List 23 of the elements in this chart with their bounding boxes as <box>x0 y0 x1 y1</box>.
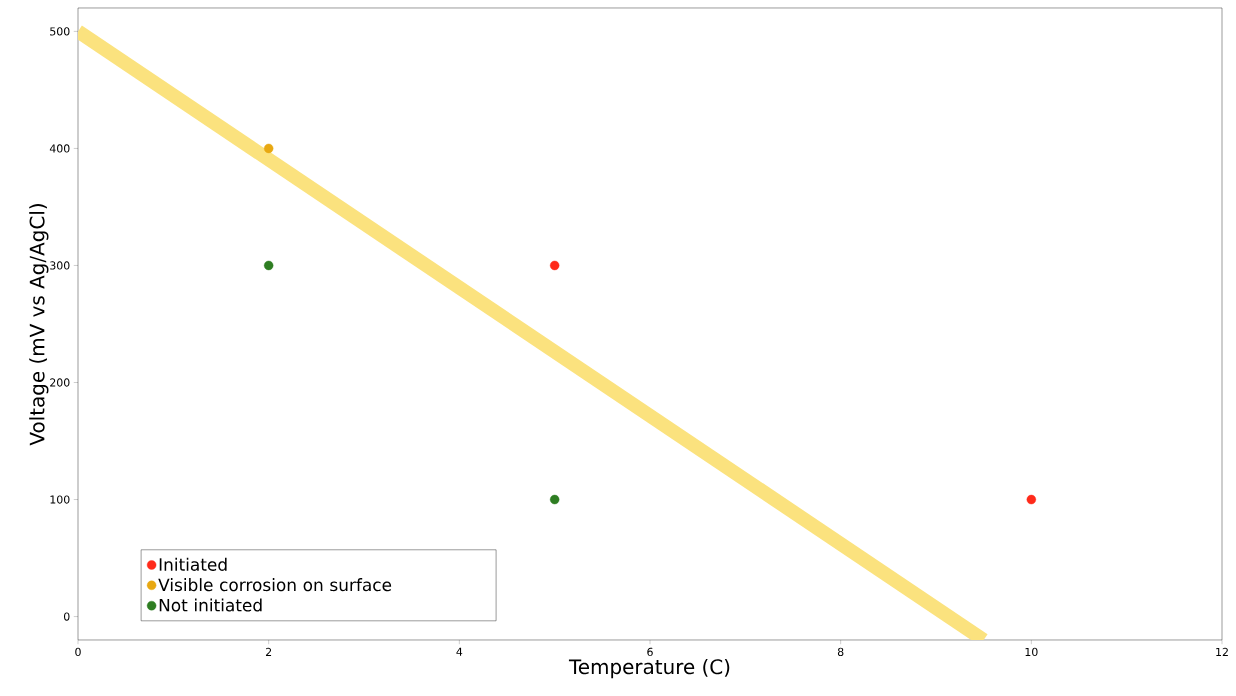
x-tick-label: 4 <box>456 647 463 656</box>
point <box>263 260 274 271</box>
y-tick-label: 0 <box>63 612 70 621</box>
point <box>549 260 560 271</box>
legend-label: Not initiated <box>159 598 262 612</box>
y-tick-label: 400 <box>49 144 70 153</box>
point <box>1026 494 1037 505</box>
x-tick-label: 8 <box>837 647 844 657</box>
x-tick-label: 2 <box>265 647 272 656</box>
point <box>549 494 560 505</box>
y-tick-label: 200 <box>50 378 70 387</box>
y-axis-title: Voltage (mV vs Ag/AgCl) <box>29 204 49 446</box>
x-tick-label: 6 <box>647 647 653 657</box>
point <box>263 143 274 154</box>
y-tick-label: 300 <box>50 261 70 270</box>
x-tick-label: 10 <box>1025 647 1038 657</box>
x-tick-label: 0 <box>75 647 81 657</box>
y-tick-label: 100 <box>50 495 70 504</box>
legend-label: Visible corrosion on surface <box>158 578 392 592</box>
x-tick-label: 12 <box>1216 647 1228 656</box>
x-axis-title: Temperature (C) <box>568 658 730 679</box>
y-tick-label: 500 <box>50 27 70 36</box>
legend-label: Initiated <box>159 557 227 571</box>
